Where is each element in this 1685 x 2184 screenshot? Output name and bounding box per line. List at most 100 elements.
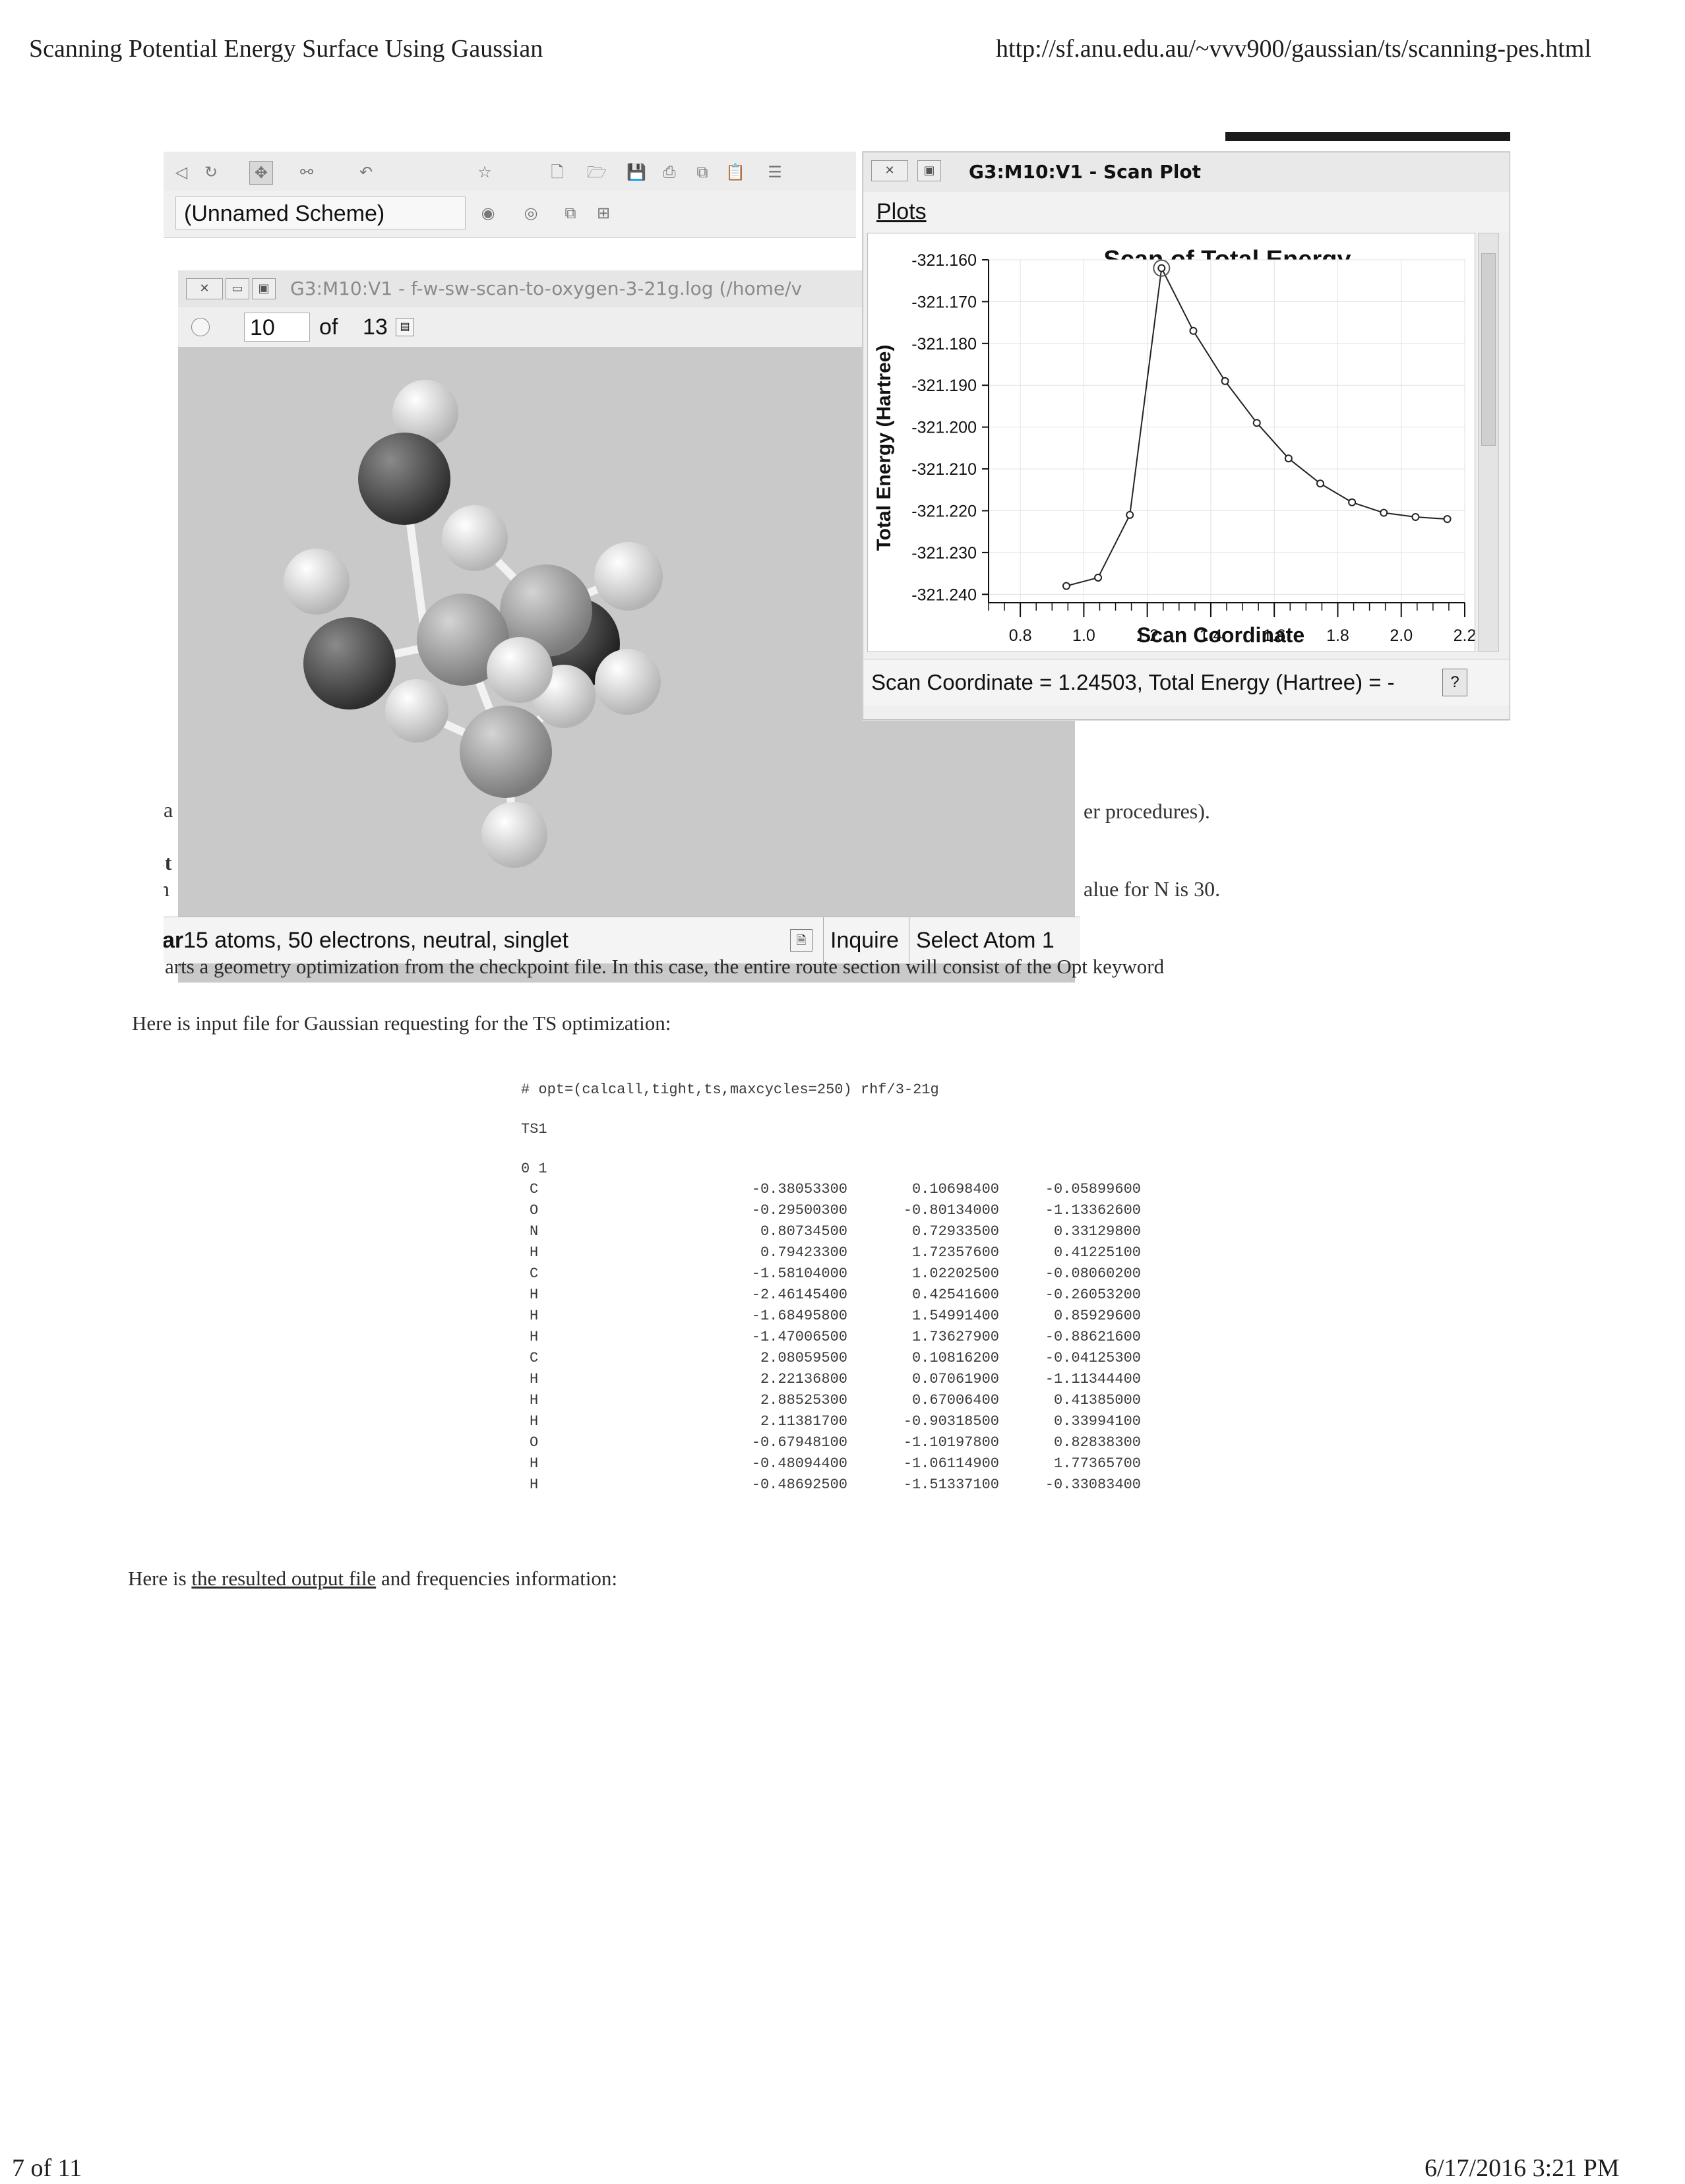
table-row: H 2.22136800 0.07061900 -1.11344400: [511, 1369, 1141, 1390]
scheme-select[interactable]: (Unnamed Scheme): [175, 197, 466, 229]
atom-c: [460, 706, 552, 798]
grid-icon[interactable]: ⊞: [596, 204, 611, 222]
scrollbar-thumb[interactable]: [1481, 253, 1496, 446]
scan-readout: Scan Coordinate = 1.24503, Total Energy …: [871, 670, 1395, 694]
undo-icon[interactable]: ↶: [359, 163, 373, 181]
route-line: # opt=(calcall,tight,ts,maxcycles=250) r…: [521, 1081, 939, 1098]
scheme-toolbar: (Unnamed Scheme) ◉ ◎ ⧉ ⊞: [164, 191, 856, 238]
bond-icon[interactable]: ⚯: [299, 163, 314, 181]
help-button[interactable]: ?: [1442, 669, 1467, 696]
coord-cell-el: H: [530, 1244, 539, 1261]
output-file-link[interactable]: the resulted output file: [191, 1567, 377, 1590]
data-point: [1252, 419, 1261, 427]
atom-h: [595, 649, 661, 715]
table-row: N 0.80734500 0.72933500 0.33129800: [511, 1221, 1141, 1242]
coord-cell-z: -0.04125300: [1045, 1350, 1141, 1366]
paragraph-fragment: arts a geometry optimization from the ch…: [165, 955, 1165, 978]
open-file-icon[interactable]: 🗁: [587, 163, 607, 181]
coord-cell-x: 0.79423300: [760, 1244, 847, 1261]
atom-h: [385, 679, 448, 743]
behind-fragment: alue for N is 30.: [1084, 877, 1221, 901]
scan-window-title: G3:M10:V1 - Scan Plot: [969, 161, 1202, 183]
coord-cell-z: 0.33129800: [1053, 1223, 1141, 1240]
coord-cell-z: 0.41385000: [1053, 1392, 1141, 1409]
frame-table-icon[interactable]: ▤: [396, 318, 414, 336]
table-row: C -1.58104000 1.02202500 -0.08060200: [511, 1263, 1141, 1285]
input-intro: Here is input file for Gaussian requesti…: [132, 1012, 671, 1035]
data-point: [1189, 326, 1198, 335]
copy-icon[interactable]: ⧉: [696, 163, 708, 181]
close-icon[interactable]: ✕: [186, 278, 223, 299]
y-tick-label: -321.180: [911, 335, 977, 353]
coord-cell-el: C: [530, 1265, 539, 1282]
coord-cell-el: H: [530, 1392, 539, 1409]
new-file-icon[interactable]: 🗋: [551, 163, 564, 181]
main-toolbar: ◁ ↻ ✥ ⚯ ↶ ☆ 🗋 🗁 💾 ⎙ ⧉ 📋 ☰: [164, 152, 856, 192]
builder-icon[interactable]: ✥: [249, 161, 273, 185]
coord-cell-z: -0.05899600: [1045, 1181, 1141, 1198]
coord-cell-x: 2.11381700: [760, 1413, 847, 1430]
data-point: [1316, 479, 1324, 488]
coord-cell-z: -0.88621600: [1045, 1329, 1141, 1345]
behind-fragment: na: [164, 798, 173, 822]
coord-cell-y: 0.42541600: [911, 1287, 999, 1303]
print-footer-page: 7 of 11: [12, 2154, 82, 2182]
save-icon[interactable]: 💾: [627, 163, 646, 181]
output-intro: Here is the resulted output file and fre…: [128, 1567, 617, 1591]
coord-cell-el: H: [530, 1455, 539, 1472]
table-row: O -0.29500300 -0.80134000 -1.13362600: [511, 1200, 1141, 1221]
rotate-icon[interactable]: ↻: [204, 163, 218, 181]
coord-cell-z: 0.82838300: [1053, 1434, 1141, 1451]
document-icon[interactable]: 🗎: [790, 929, 812, 952]
coord-cell-el: H: [530, 1413, 539, 1430]
plot-background: [988, 259, 1465, 603]
output-intro-pre: Here is: [128, 1567, 192, 1590]
play-radio[interactable]: [191, 318, 210, 336]
coord-cell-x: 2.88525300: [760, 1392, 847, 1409]
print-icon[interactable]: ⎙: [663, 163, 676, 181]
coord-cell-z: -0.08060200: [1045, 1265, 1141, 1282]
plot-scrollbar[interactable]: [1478, 233, 1499, 652]
star-icon[interactable]: ☆: [477, 163, 492, 181]
atom-h: [284, 549, 350, 615]
coord-cell-z: 0.33994100: [1053, 1413, 1141, 1430]
minimize-icon[interactable]: ▭: [226, 278, 249, 299]
coordinates-table: C -0.38053300 0.10698400 -0.05899600 O -0.295…: [511, 1179, 1141, 1496]
coord-cell-x: -0.67948100: [751, 1434, 847, 1451]
restore-icon[interactable]: ▣: [252, 278, 276, 299]
frame-spinner[interactable]: 10: [244, 313, 310, 342]
coord-cell-el: H: [530, 1329, 539, 1345]
close-icon[interactable]: ✕: [871, 160, 908, 181]
coord-cell-y: 0.10698400: [911, 1181, 999, 1198]
data-point: [1094, 573, 1103, 582]
restore-icon[interactable]: ▣: [917, 160, 941, 181]
y-tick-label: -321.210: [911, 460, 977, 479]
display-icon[interactable]: ◉: [481, 204, 495, 222]
list-icon[interactable]: ☰: [768, 163, 782, 181]
back-icon[interactable]: ◁: [175, 163, 188, 181]
scan-chart[interactable]: Scan of Total Energy -321.160-321.170-32…: [868, 233, 1476, 652]
coord-cell-y: 1.02202500: [911, 1265, 999, 1282]
gaussview-screenshot: ◁ ↻ ✥ ⚯ ↶ ☆ 🗋 🗁 💾 ⎙ ⧉ 📋 ☰ (Unnamed Schem…: [164, 132, 1510, 983]
y-tick-label: -321.190: [911, 377, 977, 395]
behind-fragment: er procedures).: [1084, 799, 1210, 824]
data-point: [1443, 515, 1452, 524]
coord-cell-el: O: [530, 1434, 539, 1451]
coord-cell-y: 1.54991400: [911, 1308, 999, 1324]
coord-cell-x: -0.48692500: [751, 1476, 847, 1493]
frame-of-label: of: [319, 315, 338, 340]
camera-icon[interactable]: ◎: [524, 204, 538, 222]
coord-cell-y: -0.90318500: [903, 1413, 999, 1430]
coord-cell-el: C: [530, 1181, 539, 1198]
paste-icon[interactable]: 📋: [725, 163, 745, 181]
behind-fragment: th: [164, 877, 169, 901]
window-tile-icon[interactable]: ⧉: [565, 204, 576, 222]
data-point: [1284, 454, 1293, 463]
data-point: [1348, 498, 1357, 506]
job-title: TS1: [521, 1121, 547, 1138]
menu-plots[interactable]: Plots: [876, 199, 927, 224]
frame-total: 13: [363, 315, 388, 340]
y-axis-label: Total Energy (Hartree): [873, 345, 895, 551]
y-tick-label: -321.240: [911, 586, 977, 604]
table-row: H 2.88525300 0.67006400 0.41385000: [511, 1390, 1141, 1411]
